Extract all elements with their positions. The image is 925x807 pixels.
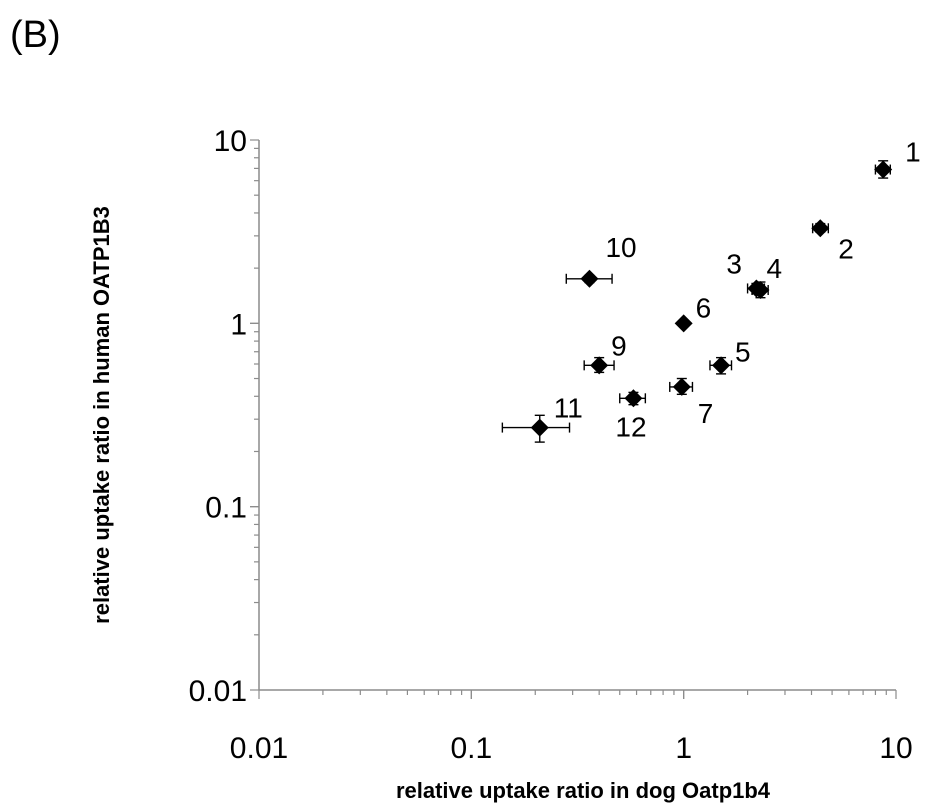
data-point-5 [712,356,731,375]
point-label-5: 5 [735,336,751,367]
data-point-11 [530,418,549,437]
x-tick-label: 10 [879,732,912,765]
point-label-12: 12 [615,411,646,442]
data-point-1 [874,160,893,179]
point-label-11: 11 [554,393,583,424]
data-point-7 [672,377,691,396]
y-axis-title: relative uptake ratio in human OATP1B3 [89,206,114,624]
point-label-3: 3 [726,248,742,279]
data-point-4 [751,280,770,299]
x-tick-label: 0.1 [450,732,492,765]
data-point-9 [590,356,609,375]
data-markers [530,160,893,437]
data-point-10 [580,269,599,288]
data-point-12 [624,389,643,408]
point-label-2: 2 [838,233,854,264]
point-label-10: 10 [605,232,636,263]
axes: 0.01 0.1 1 10 0.01 0.1 1 10 [189,125,913,765]
y-tick-label: 0.1 [205,492,247,525]
y-tick-label: 0.01 [189,675,247,708]
y-tick-label: 10 [214,125,247,158]
data-point-6 [674,314,693,333]
point-label-6: 6 [696,292,712,323]
x-axis-title: relative uptake ratio in dog Oatp1b4 [396,778,771,803]
point-label-7: 7 [698,398,714,429]
point-label-1: 1 [905,137,921,168]
panel-label: (B) [10,14,61,56]
x-tick-label: 1 [675,732,692,765]
data-point-2 [811,219,830,238]
y-tick-label: 1 [230,308,247,341]
point-label-9: 9 [611,330,627,361]
x-tick-label: 0.01 [230,732,288,765]
point-label-4: 4 [766,253,782,284]
